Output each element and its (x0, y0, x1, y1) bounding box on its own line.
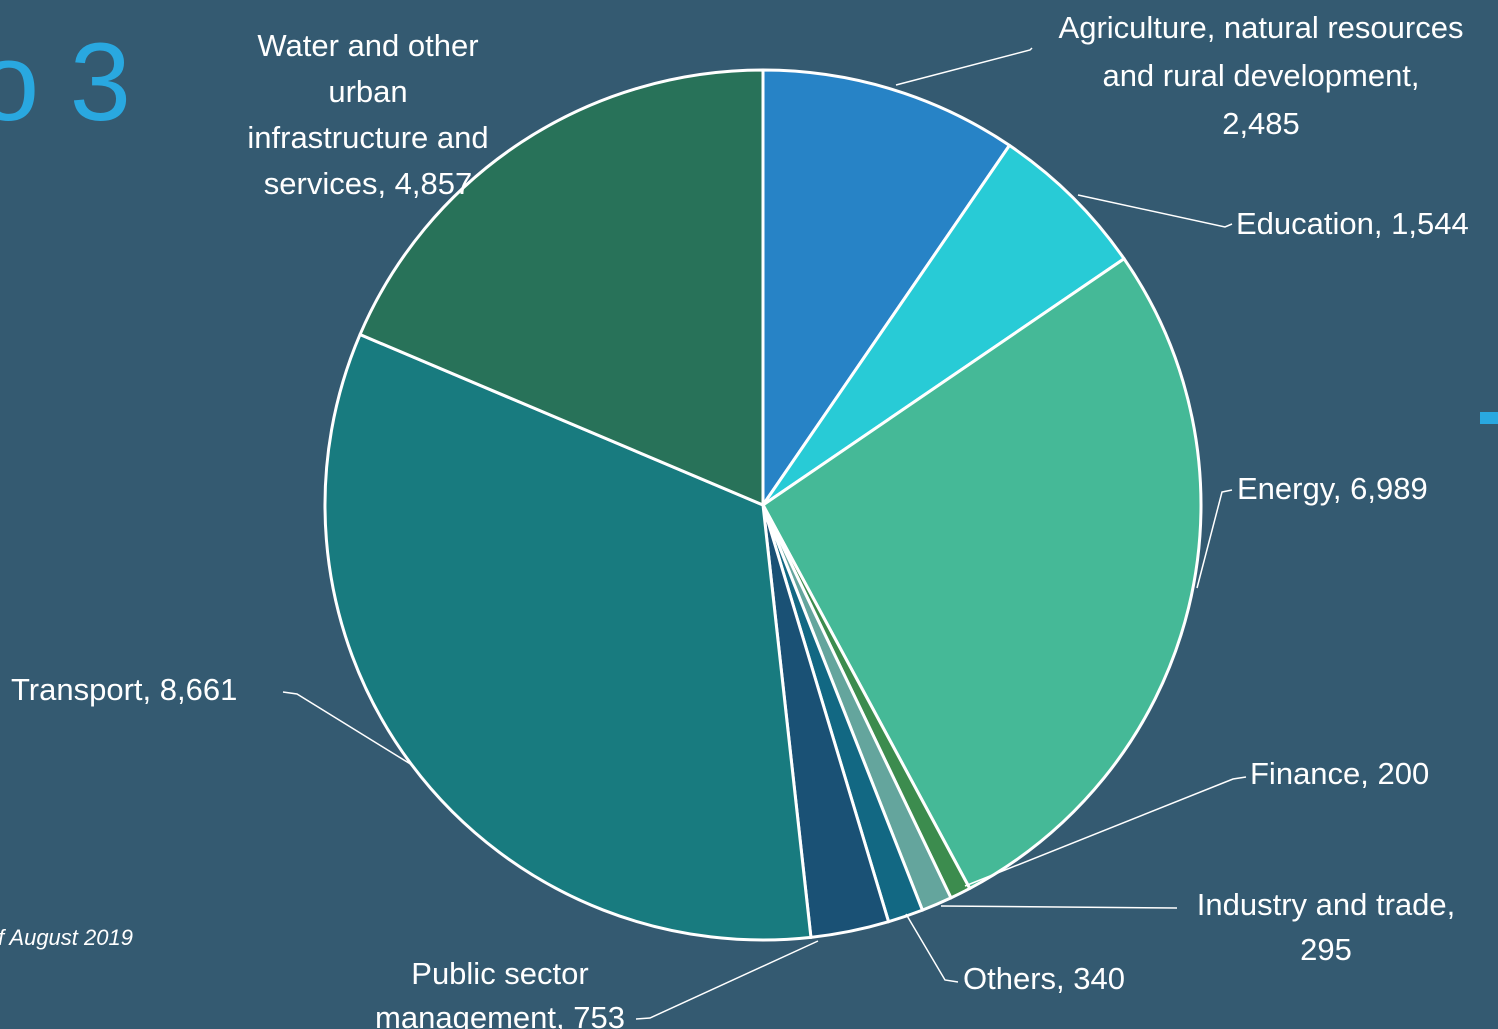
pie-slice-energy (761, 257, 1203, 890)
slice-label-line: services, 4,857 (264, 166, 473, 201)
slice-label-transport: Transport, 8,661 (11, 672, 237, 707)
leader-line (282, 691, 413, 766)
leader-line (635, 940, 819, 1020)
slice-label-line: Transport, 8,661 (11, 672, 237, 707)
leader-line (964, 776, 1247, 887)
leader-lines (282, 47, 1247, 1020)
slice-label-line: 295 (1300, 932, 1352, 967)
slice-label-line: Water and other (257, 28, 478, 63)
pie-slice-education (761, 143, 1126, 507)
slice-label-line: Others, 340 (963, 961, 1125, 996)
footnote-fragment: f August 2019 (0, 925, 133, 950)
pie-slices (323, 68, 1203, 942)
slice-label-line: Public sector (411, 956, 588, 991)
slice-label-finance: Finance, 200 (1250, 756, 1429, 791)
slice-labels: Agriculture, natural resources and rural … (11, 10, 1469, 1029)
background-title-fragment: o 3 (0, 21, 131, 144)
leader-line (895, 47, 1033, 86)
slice-label-agriculture-natural-resources-and-rural-development: Agriculture, natural resources and rural … (1059, 10, 1464, 141)
slice-label-line: infrastructure and (247, 120, 488, 155)
leader-line (940, 905, 1178, 909)
slice-label-line: Industry and trade, (1197, 887, 1456, 922)
leader-line (905, 913, 959, 983)
leader-line (1196, 489, 1233, 589)
slice-label-line: urban (328, 74, 407, 109)
pie-slice-water-and-other-urban-infrastructure-and-services (358, 68, 765, 507)
slice-label-education: Education, 1,544 (1236, 206, 1469, 241)
slice-label-line: management, 753 (375, 1000, 625, 1029)
slice-label-line: Education, 1,544 (1236, 206, 1469, 241)
slice-label-line: Finance, 200 (1250, 756, 1429, 791)
slice-label-others: Others, 340 (963, 961, 1125, 996)
slice-label-energy: Energy, 6,989 (1237, 471, 1428, 506)
slice-label-line: 2,485 (1222, 106, 1300, 141)
slice-label-line: Energy, 6,989 (1237, 471, 1428, 506)
pie-slice-agriculture-natural-resources-and-rural-development (761, 68, 1011, 507)
leader-line (1077, 194, 1233, 228)
slice-label-public-sector-management: Public sector management, 753 (375, 956, 625, 1029)
background-accent-dash (1480, 412, 1498, 424)
slice-label-line: Agriculture, natural resources (1059, 10, 1464, 45)
slice-label-line: and rural development, (1102, 58, 1419, 93)
slice-label-water-and-other-urban-infrastructure-and-services: Water and other urban infrastructure and se… (247, 28, 488, 201)
slice-label-industry-and-trade: Industry and trade, 295 (1197, 887, 1456, 967)
